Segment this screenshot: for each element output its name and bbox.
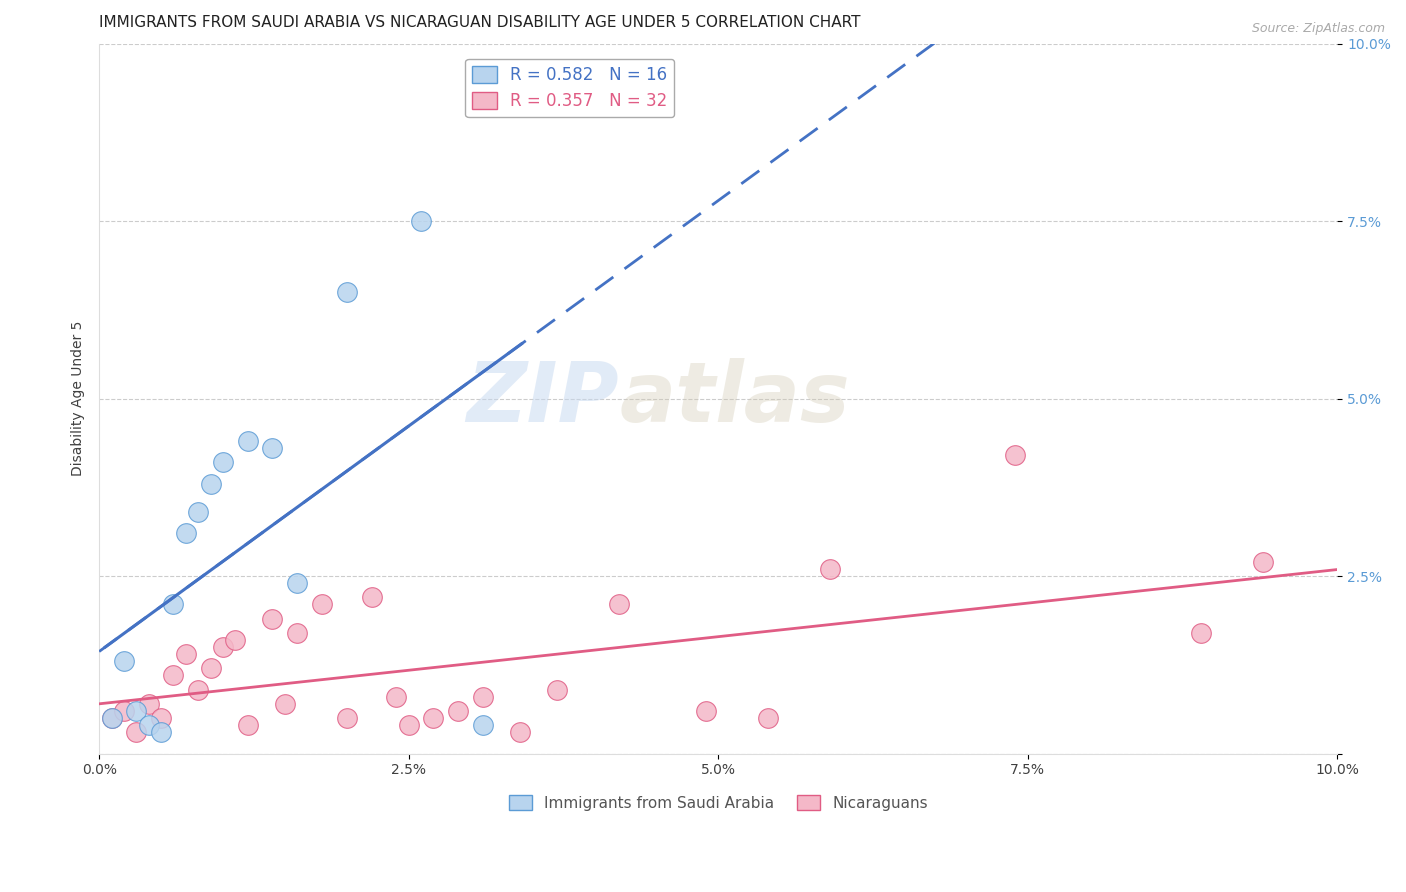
Point bbox=[472, 690, 495, 704]
Point bbox=[262, 442, 284, 456]
Point bbox=[274, 697, 297, 711]
Point bbox=[607, 598, 630, 612]
Point bbox=[212, 640, 235, 654]
Point bbox=[138, 718, 160, 732]
Point bbox=[262, 612, 284, 626]
Point bbox=[200, 661, 222, 675]
Point bbox=[509, 725, 531, 739]
Point bbox=[212, 455, 235, 469]
Text: atlas: atlas bbox=[619, 358, 849, 439]
Text: IMMIGRANTS FROM SAUDI ARABIA VS NICARAGUAN DISABILITY AGE UNDER 5 CORRELATION CH: IMMIGRANTS FROM SAUDI ARABIA VS NICARAGU… bbox=[100, 15, 860, 30]
Point bbox=[409, 214, 432, 228]
Point bbox=[138, 697, 160, 711]
Point bbox=[236, 434, 259, 449]
Point bbox=[422, 711, 444, 725]
Point bbox=[311, 598, 333, 612]
Point bbox=[125, 704, 148, 718]
Point bbox=[385, 690, 408, 704]
Point bbox=[472, 718, 495, 732]
Point bbox=[336, 711, 359, 725]
Point bbox=[150, 725, 173, 739]
Point bbox=[236, 718, 259, 732]
Point bbox=[447, 704, 470, 718]
Point bbox=[360, 591, 382, 605]
Point bbox=[150, 711, 173, 725]
Point bbox=[285, 625, 308, 640]
Point bbox=[100, 711, 122, 725]
Point bbox=[1251, 555, 1274, 569]
Point bbox=[125, 725, 148, 739]
Text: ZIP: ZIP bbox=[467, 358, 619, 439]
Point bbox=[112, 704, 135, 718]
Point bbox=[200, 476, 222, 491]
Point bbox=[187, 505, 209, 519]
Point bbox=[187, 682, 209, 697]
Point bbox=[112, 654, 135, 668]
Legend: Immigrants from Saudi Arabia, Nicaraguans: Immigrants from Saudi Arabia, Nicaraguan… bbox=[503, 789, 934, 817]
Point bbox=[174, 647, 197, 661]
Point bbox=[1004, 449, 1026, 463]
Point bbox=[174, 526, 197, 541]
Point bbox=[162, 668, 184, 682]
Point bbox=[336, 285, 359, 299]
Point bbox=[224, 632, 246, 647]
Point bbox=[285, 576, 308, 591]
Point bbox=[756, 711, 779, 725]
Point bbox=[398, 718, 420, 732]
Point bbox=[695, 704, 717, 718]
Text: Source: ZipAtlas.com: Source: ZipAtlas.com bbox=[1251, 22, 1385, 36]
Point bbox=[818, 562, 841, 576]
Point bbox=[546, 682, 568, 697]
Y-axis label: Disability Age Under 5: Disability Age Under 5 bbox=[72, 321, 86, 476]
Point bbox=[100, 711, 122, 725]
Point bbox=[1189, 625, 1212, 640]
Point bbox=[162, 598, 184, 612]
